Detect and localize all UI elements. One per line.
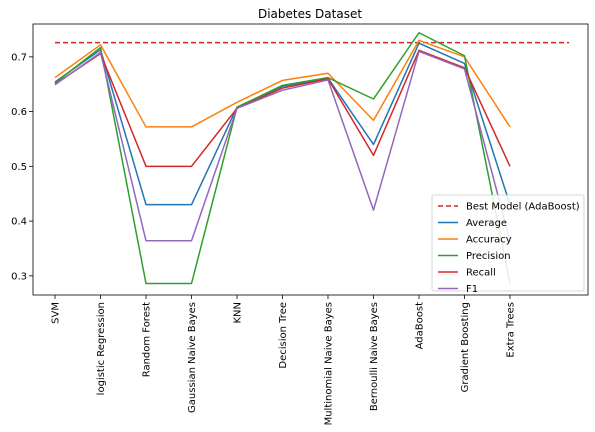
x-tick-label: Random Forest	[142, 302, 153, 377]
x-tick-label: Gaussian Naive Bayes	[187, 302, 198, 413]
x-tick-label: logistic Regression	[96, 302, 107, 395]
legend-label: Accuracy	[466, 235, 512, 246]
x-tick-label: Decision Tree	[278, 302, 289, 369]
x-axis: SVM logistic Regression Random Forest Gauss…	[51, 295, 517, 425]
legend-label: Average	[466, 218, 507, 229]
legend-label: Recall	[466, 268, 496, 279]
legend-label: Best Model (AdaBoost)	[466, 202, 580, 213]
legend-box	[431, 194, 585, 292]
x-tick-label: Bernoulli Naive Bayes	[369, 302, 380, 411]
legend-label: Precision	[466, 251, 511, 262]
series-line-average	[54, 42, 511, 206]
legend-label: F1	[466, 284, 478, 295]
y-tick-label: 0.7	[11, 52, 27, 63]
y-tick-label: 0.5	[11, 162, 27, 173]
plot-lines	[54, 32, 570, 285]
legend: Best Model (AdaBoost) Average Accuracy Prec…	[431, 194, 585, 295]
x-tick-label: Gradient Boosting	[460, 302, 471, 392]
x-tick-label: AdaBoost	[415, 302, 426, 349]
y-axis: 0.3 0.4 0.5 0.6 0.7	[11, 52, 33, 282]
y-tick-label: 0.3	[11, 271, 27, 282]
x-tick-label: Multinomial Naive Bayes	[324, 302, 335, 425]
x-tick-label: KNN	[233, 302, 244, 324]
y-tick-label: 0.4	[11, 217, 27, 228]
x-tick-label: Extra Trees	[506, 302, 517, 358]
axes-frame	[32, 23, 589, 296]
x-tick-label: SVM	[51, 302, 62, 324]
y-tick-label: 0.6	[11, 107, 27, 118]
chart-title: Diabetes Dataset	[258, 7, 362, 21]
